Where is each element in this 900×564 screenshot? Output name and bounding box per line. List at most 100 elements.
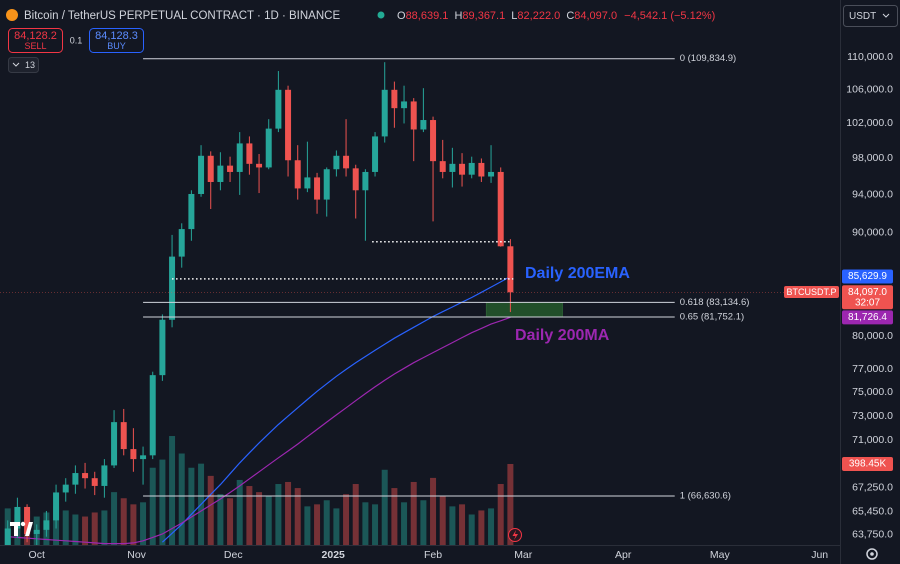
volume-bar	[304, 506, 311, 545]
settings-icon[interactable]	[866, 548, 878, 560]
logo-part	[20, 521, 26, 527]
ohlc-key: O	[397, 10, 406, 22]
moving-average-line	[7, 316, 511, 545]
ohlc-key: L	[511, 10, 517, 22]
y-tick-label: 67,250.0	[852, 482, 893, 494]
volume-bar	[410, 481, 417, 545]
volume-bar	[285, 481, 292, 545]
volume-bar	[497, 484, 504, 545]
symbol-title[interactable]: Bitcoin / TetherUS PERPETUAL CONTRACT · …	[24, 10, 340, 22]
candle-body	[391, 89, 398, 109]
indicator-count: 13	[25, 60, 35, 70]
candle-body	[468, 162, 475, 175]
overlay: 0 (109,834.9) 0.618 (83,134.6) 0.65 (81,75…	[0, 53, 893, 501]
ohlc-value: 84,097.0	[574, 10, 617, 22]
x-tick-label: Nov	[127, 549, 146, 561]
volume-bar	[449, 506, 456, 545]
candle-body	[178, 229, 185, 257]
volume-bar	[91, 512, 98, 545]
candle-body	[207, 155, 214, 182]
candle-body	[91, 478, 98, 486]
candle-body	[24, 506, 31, 534]
y-tick-label: 80,000.0	[852, 330, 893, 342]
indicators-toggle[interactable]	[8, 57, 39, 73]
candle-body	[285, 89, 292, 161]
volume-bar	[188, 467, 195, 545]
settings-icon-center	[870, 552, 874, 556]
candle-body	[449, 163, 456, 172]
candle-body	[14, 506, 21, 529]
volume-bar	[372, 504, 379, 545]
price-label: 85,629.9	[848, 271, 887, 282]
y-tick-label: 102,000.0	[846, 117, 893, 129]
volume-bar	[246, 486, 253, 545]
candle-body	[217, 165, 224, 182]
candle-body	[294, 160, 301, 189]
candle-body	[72, 473, 79, 485]
candle-body	[265, 128, 272, 168]
currency: USDT	[849, 11, 876, 22]
candle-body	[236, 143, 243, 172]
price-label: 84,097.0	[848, 287, 887, 298]
candle-body	[149, 375, 156, 456]
price-label-box	[842, 310, 893, 325]
candle-body	[227, 165, 234, 172]
logo-part	[25, 522, 33, 536]
header: Bitcoin / TetherUS PERPETUAL CONTRACT · …	[6, 5, 898, 73]
volume-bar	[82, 516, 89, 545]
x-tick-label: Feb	[424, 549, 442, 561]
volume-bar	[275, 484, 282, 545]
volume-bar	[362, 502, 369, 545]
x-tick-label: Jun	[811, 549, 828, 561]
volume-bar	[265, 496, 272, 545]
volume-bar	[217, 494, 224, 545]
candle-body	[439, 161, 446, 172]
candle-body	[188, 193, 195, 230]
volume-bar	[227, 498, 234, 545]
volume-bar	[111, 492, 118, 545]
alert-bolt	[512, 530, 518, 540]
candle-body	[497, 171, 504, 247]
buy-price: 84,128.3	[95, 30, 138, 42]
candle-body	[43, 520, 50, 530]
candle-body	[362, 171, 369, 191]
y-tick-label: 110,000.0	[847, 51, 893, 63]
volume-bar	[381, 469, 388, 545]
sell-button[interactable]	[8, 28, 63, 53]
candle-body	[120, 422, 127, 450]
volume-bar	[256, 492, 263, 545]
volume-bar	[101, 510, 108, 545]
candle-body	[323, 169, 330, 200]
volume-bar	[343, 494, 350, 545]
volume-bar	[401, 502, 408, 545]
candle-body	[275, 89, 282, 129]
fib-label: 0 (109,834.9)	[680, 53, 737, 64]
volume-bar	[333, 508, 340, 545]
candle-body	[101, 465, 108, 486]
candle-body	[430, 120, 437, 162]
volume-bar	[420, 500, 427, 545]
volume-bar	[159, 459, 166, 545]
volume-label: 398.45K	[849, 459, 887, 470]
candle-body	[372, 136, 379, 172]
volume-bar	[391, 488, 398, 545]
y-tick-label: 73,000.0	[852, 410, 893, 422]
ohlc-key: C	[566, 10, 574, 22]
symbol-tag-box	[784, 286, 839, 298]
x-tick-label: May	[710, 549, 731, 561]
candle-body	[246, 143, 253, 164]
candle-body	[82, 473, 89, 479]
currency-select[interactable]	[843, 5, 898, 27]
ohlc-change: −4,542.1 (−5.12%)	[624, 10, 715, 22]
countdown: 32:07	[855, 297, 880, 308]
x-tick-label: Mar	[514, 549, 533, 561]
symbol-tag: BTCUSDT.P	[786, 287, 836, 297]
volume-bar	[72, 514, 79, 545]
buy-button[interactable]	[89, 28, 144, 53]
volume-bar	[207, 475, 214, 545]
sell-label: SELL	[24, 41, 46, 51]
fib-label: 0.618 (83,134.6)	[680, 297, 750, 308]
annotation: Daily 200MA	[515, 327, 610, 344]
